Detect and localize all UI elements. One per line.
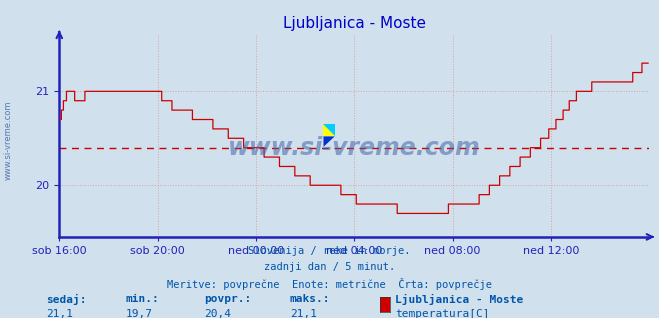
Text: Meritve: povprečne  Enote: metrične  Črta: povprečje: Meritve: povprečne Enote: metrične Črta:… — [167, 278, 492, 290]
Text: 21,1: 21,1 — [46, 309, 73, 318]
Text: min.:: min.: — [125, 294, 159, 304]
Text: Slovenija / reke in morje.: Slovenija / reke in morje. — [248, 246, 411, 256]
Text: 20,4: 20,4 — [204, 309, 231, 318]
Text: zadnji dan / 5 minut.: zadnji dan / 5 minut. — [264, 262, 395, 272]
Text: www.si-vreme.com: www.si-vreme.com — [228, 136, 480, 160]
Title: Ljubljanica - Moste: Ljubljanica - Moste — [283, 16, 426, 31]
Text: sedaj:: sedaj: — [46, 294, 86, 305]
Text: Ljubljanica - Moste: Ljubljanica - Moste — [395, 294, 524, 305]
Text: maks.:: maks.: — [290, 294, 330, 304]
Text: www.si-vreme.com: www.si-vreme.com — [3, 100, 13, 180]
Text: 19,7: 19,7 — [125, 309, 152, 318]
Text: 21,1: 21,1 — [290, 309, 317, 318]
Polygon shape — [324, 136, 335, 147]
Polygon shape — [324, 124, 335, 136]
Text: temperatura[C]: temperatura[C] — [395, 309, 490, 318]
Text: povpr.:: povpr.: — [204, 294, 252, 304]
Bar — [324, 124, 335, 136]
